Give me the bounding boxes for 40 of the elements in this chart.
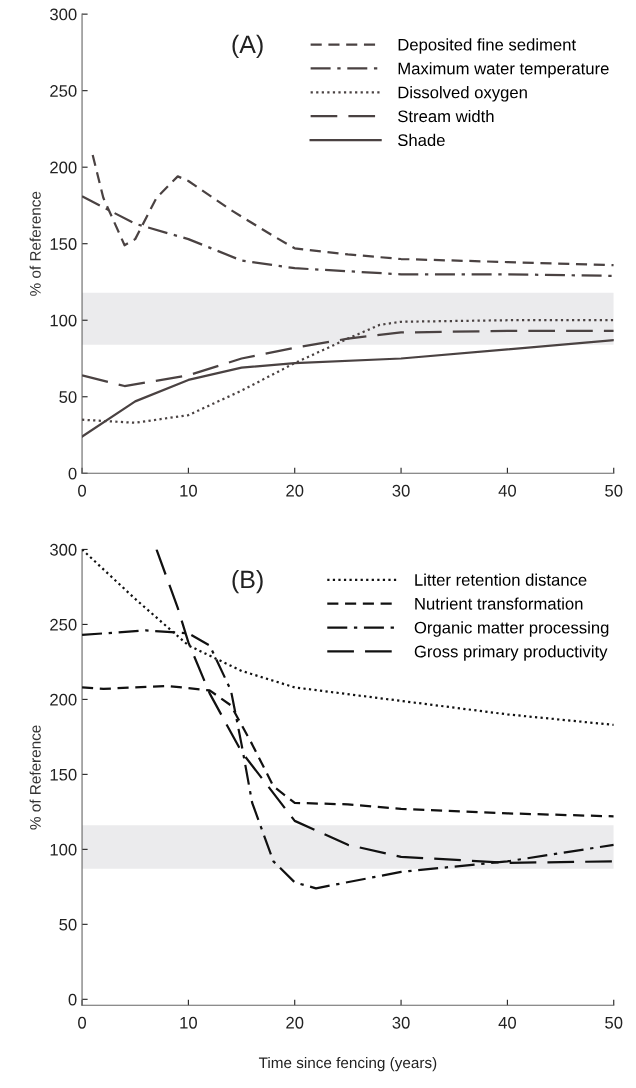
legend-label: Organic matter processing xyxy=(414,621,609,637)
x-tick-label: 50 xyxy=(605,1016,623,1029)
x-tick-label: 50 xyxy=(605,484,623,497)
y-tick-label: 200 xyxy=(50,161,77,174)
legend-label: Dissolved oxygen xyxy=(398,86,527,102)
y-axis-title: % of Reference xyxy=(29,725,41,830)
x-tick-label: 0 xyxy=(78,1016,87,1029)
y-tick-label: 200 xyxy=(50,693,77,706)
y-tick-label: 150 xyxy=(50,768,77,781)
y-tick-label: 250 xyxy=(50,618,77,631)
legend-label: Gross primary productivity xyxy=(414,645,608,661)
annotation: (B) xyxy=(232,569,263,594)
y-tick-label: 50 xyxy=(59,918,77,931)
legend-label: Stream width xyxy=(398,109,494,123)
x-tick-label: 40 xyxy=(498,484,517,497)
x-tick-label: 0 xyxy=(78,484,87,497)
y-tick-label: 150 xyxy=(50,238,77,250)
y-tick-label: 300 xyxy=(50,8,77,21)
x-tick-label: 10 xyxy=(180,484,197,497)
y-tick-label: 100 xyxy=(50,843,77,856)
y-tick-label: 50 xyxy=(59,391,77,403)
x-axis-title: Time since fencing (years) xyxy=(258,1056,437,1072)
y-tick-label: 0 xyxy=(68,467,77,480)
y-tick-label: 300 xyxy=(50,543,77,556)
x-tick-label: 20 xyxy=(286,1016,304,1029)
annotation: (A) xyxy=(232,34,263,59)
x-tick-label: 30 xyxy=(392,1016,410,1029)
legend-label: Maximum water temperature xyxy=(398,62,609,78)
legend-label: Deposited fine sediment xyxy=(398,38,576,54)
x-tick-label: 30 xyxy=(392,484,410,497)
legend-label: Nutrient transformation xyxy=(415,597,583,610)
x-tick-label: 10 xyxy=(180,1016,197,1029)
legend-label: Litter retention distance xyxy=(415,573,587,586)
x-tick-label: 40 xyxy=(498,1016,517,1029)
y-tick-label: 250 xyxy=(50,85,77,97)
y-tick-label: 100 xyxy=(50,314,77,327)
y-tick-label: 0 xyxy=(68,993,77,1006)
x-tick-label: 20 xyxy=(286,484,304,497)
y-axis-title: % of Reference xyxy=(29,191,41,296)
legend-label: Shade xyxy=(398,133,445,147)
